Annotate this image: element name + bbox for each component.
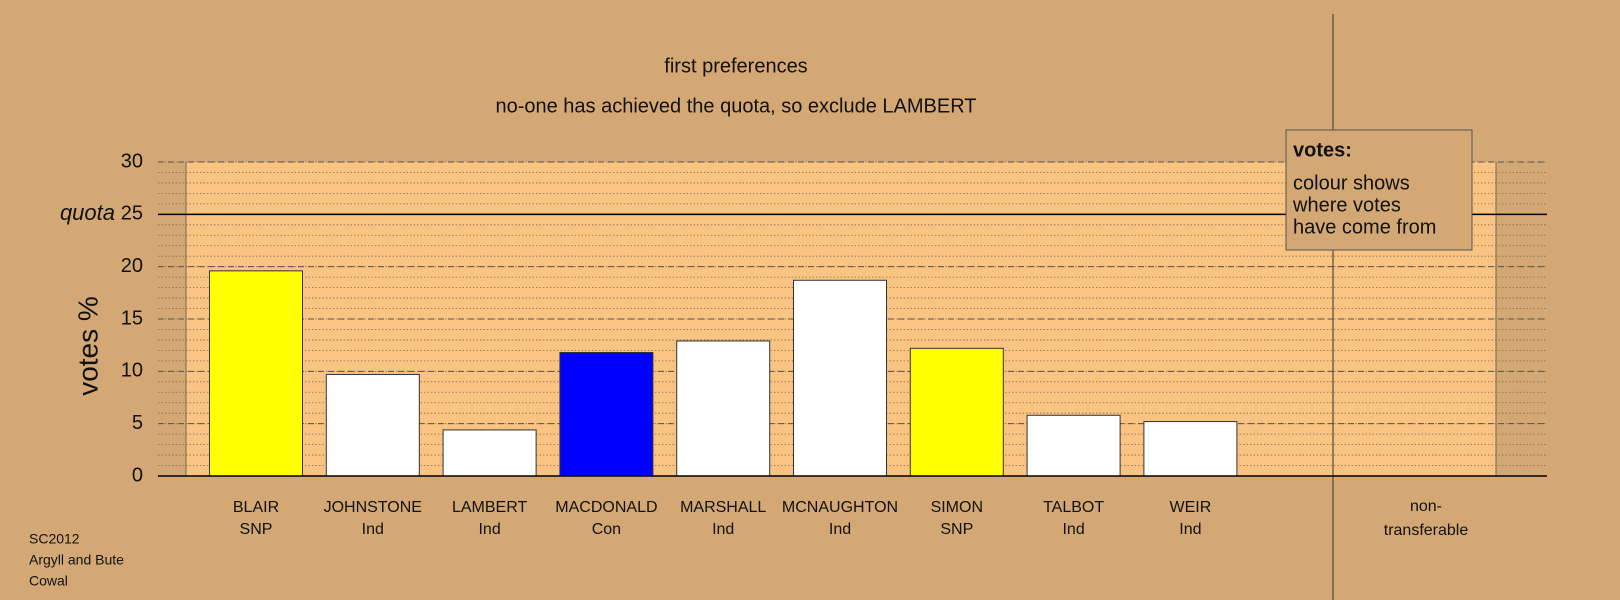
bar [325,373,420,477]
y-axis-label: votes % [72,296,103,396]
x-tick-label: MCNAUGHTON [782,499,898,516]
bar [559,351,654,477]
party-label: Ind [362,521,384,538]
y-tick-label: 15 [121,307,143,329]
y-tick-label: 30 [121,150,143,172]
x-tick-label: SIMON [931,499,983,516]
party-label: Ind [478,521,500,538]
legend-text: colour shows [1293,172,1410,194]
y-tick-label: 10 [121,360,143,382]
x-tick-label: JOHNSTONE [324,499,422,516]
chart-title: first preferences [664,55,807,77]
party-label: Con [592,521,621,538]
y-tick-label: 20 [121,255,143,277]
legend-title: votes: [1293,139,1352,161]
footer-line: SC2012 [29,531,80,547]
x-tick-label: TALBOT [1043,499,1104,516]
bar [1143,421,1238,477]
quota-label: quota [60,200,115,225]
x-tick-label: WEIR [1170,499,1212,516]
x-tick-label: MARSHALL [680,499,766,516]
non-transferable-label: transferable [1384,522,1469,539]
party-label: Ind [1062,521,1084,538]
y-tick-label: 0 [132,464,143,486]
legend-box [1285,129,1473,251]
party-label: Ind [712,521,734,538]
party-label: Ind [1179,521,1201,538]
footer-line: Argyll and Bute [29,552,124,568]
legend-text: have come from [1293,216,1436,238]
party-label: SNP [240,521,273,538]
x-tick-label: MACDONALD [555,499,657,516]
chart-subtitle: no-one has achieved the quota, so exclud… [495,95,976,117]
bar [209,270,303,477]
x-tick-label: LAMBERT [452,499,528,516]
bar [676,340,771,477]
non-transferable-label: non- [1410,498,1442,515]
bar [909,347,1004,477]
footer-line: Cowal [29,573,68,589]
legend-text: where votes [1292,194,1401,216]
party-label: SNP [940,521,973,538]
y-tick-label: 5 [132,412,143,434]
y-tick-label: 25 [121,203,143,225]
party-label: Ind [829,521,851,538]
bar [442,429,537,477]
bar [793,279,887,477]
bar [1026,414,1121,477]
x-tick-label: BLAIR [233,499,279,516]
